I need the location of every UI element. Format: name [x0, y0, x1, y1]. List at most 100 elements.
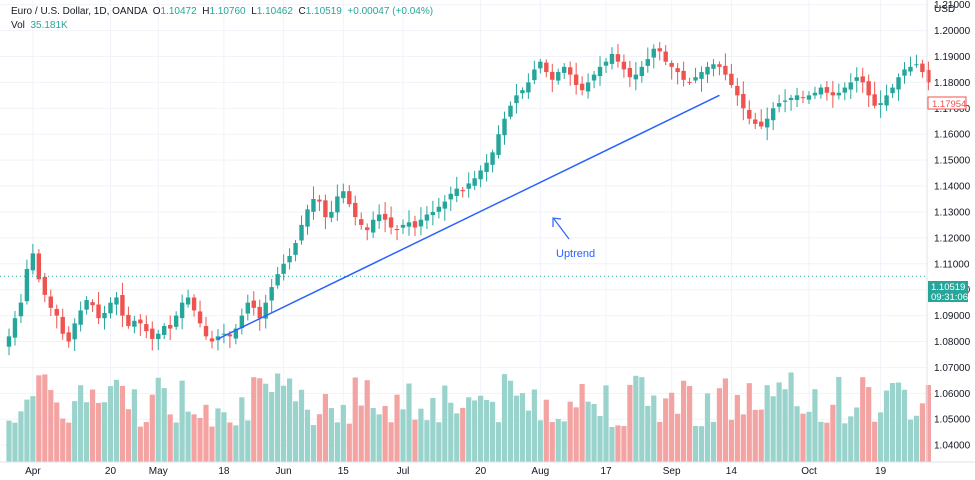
uptrend-arrowhead-icon: [552, 217, 562, 227]
candle-body: [699, 72, 704, 79]
volume-bar: [155, 377, 161, 462]
volume-bar: [448, 402, 454, 462]
candle-body: [651, 48, 656, 58]
volume-bar: [561, 421, 567, 462]
volume-bar: [651, 395, 657, 462]
volume-bar: [537, 420, 543, 462]
candle-body: [388, 217, 394, 228]
volume-bar: [543, 399, 549, 462]
x-tick-label: 20: [475, 466, 487, 477]
volume-bar: [78, 385, 84, 462]
time-axis[interactable]: Apr 20 May 18 Jun 15 Jul 20 Aug 17 Sep 14 Oct 19: [0, 461, 975, 477]
volume-bar: [400, 409, 406, 462]
candle-body: [591, 74, 597, 81]
volume-bar: [824, 422, 830, 462]
volume-bar: [627, 384, 633, 462]
candle-body: [382, 213, 388, 220]
volume-bar: [633, 375, 639, 462]
volume-bar: [161, 388, 167, 462]
volume-row: Vol 35.181K: [11, 19, 433, 33]
candle-body: [579, 83, 585, 91]
volume-bars: [6, 372, 931, 462]
candle-body: [609, 53, 615, 64]
candle-body: [896, 77, 901, 90]
y-tick-label: 1.08000: [934, 337, 971, 348]
symbol-title[interactable]: Euro / U.S. Dollar, 1D, OANDA: [11, 6, 148, 17]
candle-body: [639, 66, 645, 77]
candle-body: [30, 253, 36, 271]
candle-body: [466, 183, 471, 189]
candle-body: [138, 319, 143, 324]
candle-body: [878, 103, 883, 106]
volume-bar: [466, 397, 472, 462]
candle-body: [293, 243, 298, 255]
volume-bar: [669, 392, 675, 462]
volume-bar: [358, 405, 364, 462]
volume-bar: [782, 389, 788, 462]
volume-bar: [692, 426, 699, 462]
price-axis[interactable]: USD 1.210001.200001.190001.180001.170001…: [926, 0, 971, 462]
candle-body: [735, 85, 740, 96]
candle-body: [353, 202, 358, 218]
volume-bar: [304, 409, 311, 462]
volume-bar: [507, 380, 514, 462]
volume-bar: [794, 406, 800, 462]
candle-body: [645, 59, 650, 66]
open-label: O: [152, 6, 161, 17]
candle-body: [669, 63, 674, 67]
volume-bar: [179, 380, 185, 462]
x-tick-label: 19: [875, 466, 887, 477]
candle-body: [305, 209, 310, 227]
volume-bar: [907, 419, 914, 462]
candle-body: [520, 90, 525, 94]
volume-bar: [752, 409, 758, 462]
candle-body: [920, 63, 925, 73]
volume-bar: [149, 394, 155, 462]
candle-body: [84, 300, 89, 310]
candle-body: [257, 306, 262, 319]
candle-body: [830, 92, 836, 96]
volume-bar: [107, 386, 114, 462]
candle-body: [18, 302, 24, 317]
candle-body: [687, 81, 692, 83]
volume-bar: [776, 382, 782, 462]
candle-body: [538, 61, 543, 69]
volume-bar: [185, 411, 191, 462]
candle-body: [448, 193, 453, 200]
candle-body: [42, 276, 48, 295]
candle-body: [675, 68, 680, 73]
uptrend-line[interactable]: [217, 94, 720, 340]
volume-bar: [101, 402, 108, 462]
volume-bar: [251, 377, 257, 462]
candle-body: [812, 92, 818, 96]
candle-body: [753, 119, 758, 124]
candle-body: [209, 338, 215, 342]
candle-body: [544, 62, 549, 73]
candle-body: [800, 97, 806, 99]
volume-bar: [394, 394, 400, 462]
candle-body: [179, 302, 185, 319]
uptrend-annotation[interactable]: Uptrend: [552, 217, 595, 260]
candle-body: [681, 70, 686, 80]
candle-body: [239, 315, 245, 329]
volume-bar: [281, 385, 287, 462]
volume-bar: [352, 377, 358, 462]
volume-bar: [740, 414, 746, 462]
volume-bar: [298, 389, 305, 462]
candle-body: [54, 308, 59, 316]
candle-body: [233, 328, 239, 339]
x-tick-label: 18: [218, 466, 230, 477]
candle-body: [287, 256, 292, 263]
candle-body: [776, 103, 782, 107]
volume-bar: [812, 389, 818, 462]
volume-bar: [806, 411, 812, 462]
candle-body: [478, 170, 483, 180]
candle-body: [347, 191, 352, 205]
candle-body: [764, 118, 770, 128]
volume-bar: [698, 426, 705, 462]
candle-body: [717, 64, 722, 67]
candle-body: [60, 316, 65, 334]
volume-bar: [895, 382, 902, 462]
volume-bar: [119, 385, 126, 462]
